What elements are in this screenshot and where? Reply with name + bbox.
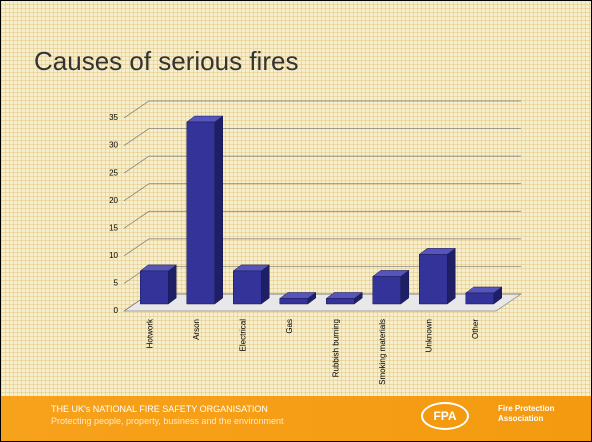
floor xyxy=(122,293,523,312)
bar xyxy=(418,247,456,305)
y-tick-label: 15 xyxy=(109,223,118,232)
bar xyxy=(186,115,224,305)
org-name: Association xyxy=(498,414,544,423)
grid-line xyxy=(123,183,521,202)
x-tick-label: Rubbish burning xyxy=(331,319,340,377)
grid-line xyxy=(123,266,521,284)
x-tick-label: Hotwork xyxy=(145,318,154,348)
footer-line: THE UK's NATIONAL FIRE SAFETY ORGANISATI… xyxy=(51,404,268,414)
y-tick-label: 0 xyxy=(114,306,119,315)
y-tick-label: 30 xyxy=(109,141,118,150)
bar-face xyxy=(214,115,223,305)
x-tick-label: Gas xyxy=(285,319,294,334)
bar xyxy=(325,291,363,305)
bar-face xyxy=(168,264,177,305)
y-tick-label: 25 xyxy=(109,168,118,177)
x-tick-label: Other xyxy=(471,319,480,339)
grid-line xyxy=(123,210,521,229)
x-tick-label: Unknown xyxy=(424,319,433,352)
bar-face xyxy=(186,121,215,305)
x-tick-label: Arson xyxy=(192,319,201,340)
bar-face xyxy=(372,276,401,305)
bar xyxy=(232,264,270,305)
bar-face xyxy=(261,264,270,305)
footer-line: Protecting people, property, business an… xyxy=(51,416,284,426)
bar xyxy=(139,264,177,305)
footer: THE UK's NATIONAL FIRE SAFETY ORGANISATI… xyxy=(1,396,591,441)
y-tick-label: 35 xyxy=(109,113,118,122)
bar xyxy=(465,286,503,305)
bar-face xyxy=(140,270,169,305)
bar-face xyxy=(447,247,456,305)
bar-face xyxy=(419,254,448,305)
bar-face xyxy=(465,292,494,305)
grid-line xyxy=(123,238,521,257)
y-tick-label: 10 xyxy=(109,251,118,260)
bar xyxy=(279,291,317,305)
bar xyxy=(372,269,410,305)
chart-title: Causes of serious fires xyxy=(34,46,298,76)
logo: FPA xyxy=(421,402,469,430)
bar-face xyxy=(279,298,308,305)
y-tick-label: 20 xyxy=(109,196,118,205)
x-tick-label: Smoking materials xyxy=(378,319,387,385)
x-tick-label: Electrical xyxy=(238,319,247,352)
bar-face xyxy=(326,298,355,305)
grid-line xyxy=(123,155,521,174)
org-name: Fire Protection xyxy=(498,404,555,413)
bar-face xyxy=(233,270,262,305)
grid-line xyxy=(123,128,521,146)
chart: Causes of serious fires 0 5 10 15 20 25 30 35 Ho… xyxy=(34,46,523,385)
grid-line xyxy=(123,100,521,119)
y-tick-label: 5 xyxy=(114,279,119,288)
